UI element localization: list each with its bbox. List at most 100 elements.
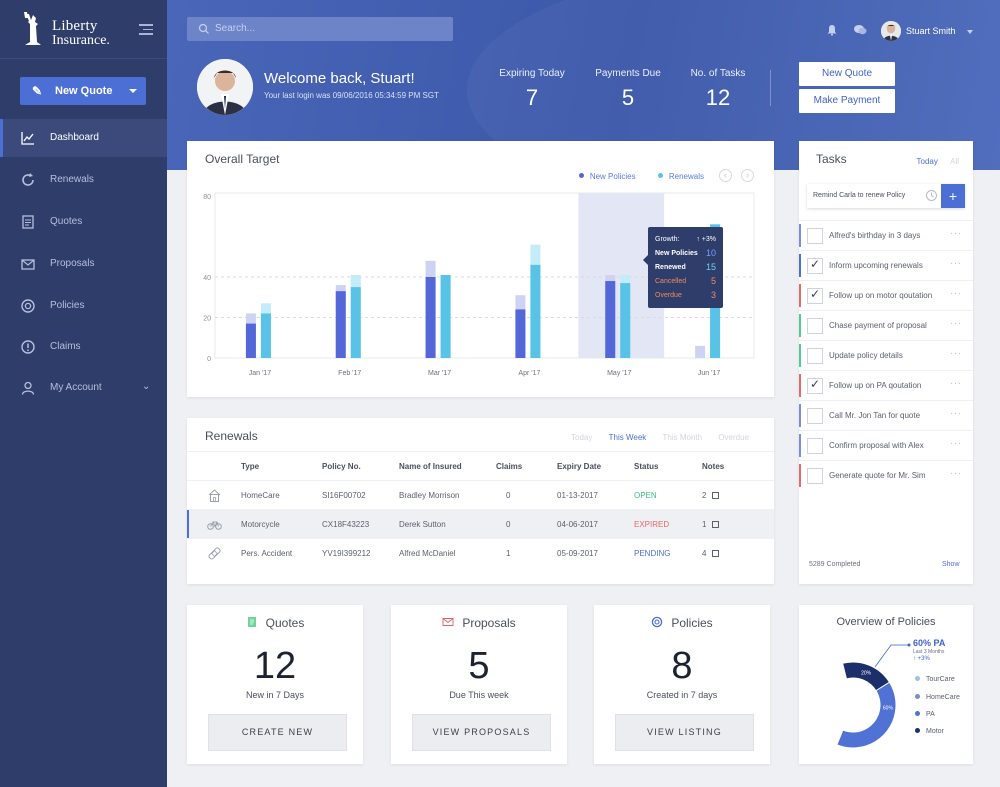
tasks-show-link[interactable]: Show xyxy=(942,561,960,568)
cell-claims: 0 xyxy=(506,491,511,500)
view-proposals-button[interactable]: VIEW PROPOSALS xyxy=(412,714,551,751)
x-tick-label: Jan '17 xyxy=(249,370,271,377)
new-task-field[interactable]: Remind Carla to renew Policy + xyxy=(807,184,965,208)
more-options-icon[interactable]: ··· xyxy=(950,318,962,329)
cell-notes[interactable]: 4 xyxy=(702,549,720,558)
task-item[interactable]: Confirm proposal with Alex ··· xyxy=(799,430,973,460)
task-checkbox[interactable] xyxy=(807,348,823,364)
cell-policy-no[interactable]: SI16F00702 xyxy=(322,491,366,500)
new-quote-button[interactable]: ✎ New Quote xyxy=(20,77,146,105)
dropdown-caret-icon[interactable] xyxy=(129,89,137,93)
legend-new-policies[interactable]: New Policies xyxy=(578,172,636,181)
col-policy-no[interactable]: Policy No. xyxy=(322,462,361,471)
filter-this-month[interactable]: This Month xyxy=(662,433,703,442)
task-checkbox[interactable] xyxy=(807,468,823,484)
nav-item-my-account[interactable]: My Account ⌄ xyxy=(0,369,167,407)
task-item[interactable]: ✓ Follow up on PA qoutation ··· xyxy=(799,370,973,400)
view-listing-button[interactable]: VIEW LISTING xyxy=(615,714,754,751)
user-name[interactable]: Stuart Smith xyxy=(906,26,956,36)
quotes-count: 12 xyxy=(253,645,297,687)
task-item[interactable]: Update policy details ··· xyxy=(799,340,973,370)
task-item[interactable]: Call Mr. Jon Tan for quote ··· xyxy=(799,400,973,430)
create-new-button[interactable]: CREATE NEW xyxy=(208,714,347,751)
more-options-icon[interactable]: ··· xyxy=(950,438,962,449)
table-row[interactable]: Pers. Accident YV19I399212 Alfred McDani… xyxy=(187,538,774,567)
filter-overdue[interactable]: Overdue xyxy=(718,433,749,442)
task-item[interactable]: ✓ Inform upcoming renewals ··· xyxy=(799,250,973,280)
search-input[interactable]: Search... xyxy=(215,23,256,34)
stat-number-of-tasks[interactable]: No. of Tasks 12 xyxy=(673,68,763,111)
more-options-icon[interactable]: ··· xyxy=(950,288,962,299)
cell-policy-no[interactable]: YV19I399212 xyxy=(322,549,371,558)
more-options-icon[interactable]: ··· xyxy=(950,348,962,359)
brand-logo[interactable]: Liberty Insurance. xyxy=(20,12,130,52)
legend-homecare[interactable]: HomeCare xyxy=(915,694,960,701)
task-checkbox[interactable] xyxy=(807,318,823,334)
legend-tourcare[interactable]: TourCare xyxy=(915,676,955,683)
task-item[interactable]: ✓ Follow up on motor qoutation ··· xyxy=(799,280,973,310)
stat-expiring-today[interactable]: Expiring Today 7 xyxy=(487,68,577,111)
bar-new-policies xyxy=(605,281,616,358)
clock-icon[interactable] xyxy=(925,189,938,202)
more-options-icon[interactable]: ··· xyxy=(950,468,962,479)
more-options-icon[interactable]: ··· xyxy=(950,228,962,239)
make-payment-button[interactable]: Make Payment xyxy=(799,89,895,113)
filter-this-week[interactable]: This Week xyxy=(608,433,647,442)
task-checkbox[interactable] xyxy=(807,228,823,244)
more-options-icon[interactable]: ··· xyxy=(950,378,962,389)
task-item[interactable]: Alfred's birthday in 3 days ··· xyxy=(799,220,973,250)
task-checkbox[interactable]: ✓ xyxy=(807,257,823,274)
col-notes[interactable]: Notes xyxy=(702,462,725,471)
more-options-icon[interactable]: ··· xyxy=(950,258,962,269)
new-task-input[interactable]: Remind Carla to renew Policy xyxy=(813,192,906,199)
chart-prev-button[interactable]: ‹ xyxy=(719,169,732,182)
cell-policy-no[interactable]: CX18F43223 xyxy=(322,520,370,529)
menu-toggle-icon[interactable] xyxy=(139,24,153,35)
nav-item-dashboard[interactable]: Dashboard xyxy=(0,119,167,157)
tasks-filter-all[interactable]: All xyxy=(950,157,959,166)
cell-notes[interactable]: 2 xyxy=(702,491,720,500)
filter-today[interactable]: Today xyxy=(571,433,593,442)
tasks-filter-today[interactable]: Today xyxy=(916,157,938,166)
add-task-button[interactable]: + xyxy=(941,184,965,208)
search-bar[interactable]: Search... xyxy=(187,17,453,41)
table-row[interactable]: HomeCare SI16F00702 Bradley Morrison 0 0… xyxy=(187,480,774,509)
task-item[interactable]: Generate quote for Mr. Sim ··· xyxy=(799,460,973,490)
legend-motor[interactable]: Motor xyxy=(915,728,944,735)
task-item[interactable]: Chase payment of proposal ··· xyxy=(799,310,973,340)
task-checkbox[interactable]: ✓ xyxy=(807,377,823,394)
nav-item-renewals[interactable]: Renewals xyxy=(0,161,167,199)
nav-item-proposals[interactable]: Proposals xyxy=(0,245,167,283)
policies-donut-chart: 60%4%16%20% xyxy=(836,643,911,749)
nav-item-claims[interactable]: Claims xyxy=(0,328,167,366)
cell-notes[interactable]: 1 xyxy=(702,520,720,529)
more-options-icon[interactable]: ··· xyxy=(950,408,962,419)
col-claims[interactable]: Claims xyxy=(496,462,523,471)
task-checkbox[interactable]: ✓ xyxy=(807,287,823,304)
tasks-completed-count: 5289 Completed xyxy=(809,561,861,568)
nav-item-quotes[interactable]: Quotes xyxy=(0,203,167,241)
task-checkbox[interactable] xyxy=(807,438,823,454)
table-row[interactable]: Motorcycle CX18F43223 Derek Sutton 0 04-… xyxy=(187,509,774,539)
user-menu-caret-icon[interactable] xyxy=(967,30,973,34)
policies-count: 8 xyxy=(671,645,693,687)
avatar[interactable] xyxy=(881,21,901,41)
task-priority-bar xyxy=(799,344,801,367)
stat-payments-due[interactable]: Payments Due 5 xyxy=(583,68,673,111)
user-icon xyxy=(21,381,35,395)
header-new-quote-button[interactable]: New Quote xyxy=(799,62,895,86)
col-expiry-date[interactable]: Expiry Date xyxy=(557,462,602,471)
document-icon xyxy=(22,215,34,229)
bar-renewals xyxy=(440,274,451,358)
bell-icon[interactable] xyxy=(826,24,838,36)
chat-icon[interactable] xyxy=(853,24,867,36)
tasks-filter-tabs: Today All xyxy=(907,157,959,166)
chart-next-button[interactable]: › xyxy=(741,169,754,182)
legend-renewals[interactable]: Renewals xyxy=(657,172,704,181)
legend-pa[interactable]: PA xyxy=(915,711,935,718)
task-checkbox[interactable] xyxy=(807,408,823,424)
nav-item-policies[interactable]: Policies xyxy=(0,287,167,325)
col-name-of-insured[interactable]: Name of Insured xyxy=(399,462,462,471)
col-status[interactable]: Status xyxy=(634,462,659,471)
col-type[interactable]: Type xyxy=(241,462,260,471)
